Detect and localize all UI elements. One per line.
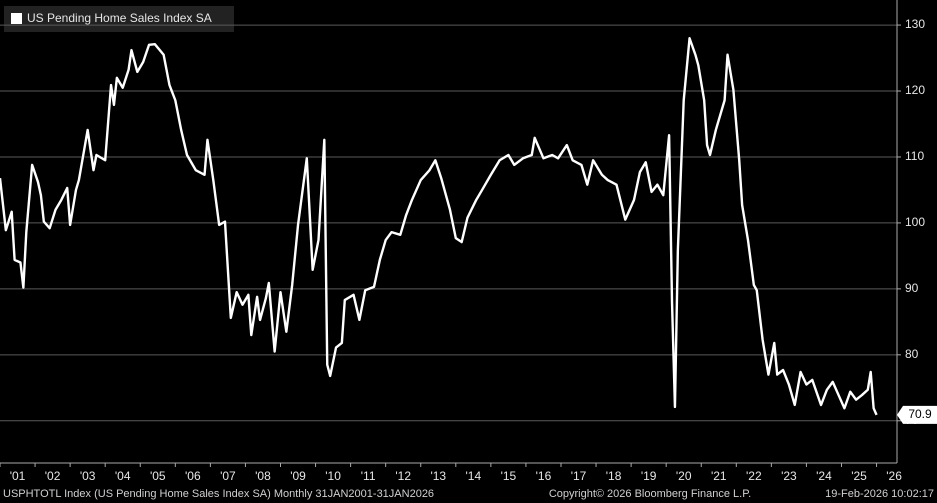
footer-timestamp: 19-Feb-2026 10:02:17 — [825, 488, 934, 500]
x-tick-label: '04 — [115, 469, 131, 483]
x-tick-label: '03 — [80, 469, 96, 483]
x-tick-label: '07 — [220, 469, 236, 483]
y-tick-label: 100 — [905, 215, 925, 229]
y-tick-label: 90 — [905, 281, 919, 295]
x-tick-label: '16 — [536, 469, 552, 483]
x-tick-label: '12 — [395, 469, 411, 483]
y-tick-label: 110 — [905, 149, 924, 163]
x-tick-label: '22 — [746, 469, 762, 483]
y-tick-label: 130 — [905, 17, 925, 31]
x-tick-label: '13 — [430, 469, 446, 483]
x-tick-label: '09 — [290, 469, 306, 483]
x-tick-label: '14 — [466, 469, 482, 483]
legend-box — [4, 6, 234, 32]
x-tick-label: '19 — [641, 469, 657, 483]
footer-left: USPHTOTL Index (US Pending Home Sales In… — [3, 488, 434, 500]
footer-copyright: Copyright© 2026 Bloomberg Finance L.P. — [549, 488, 751, 500]
x-tick-label: '11 — [361, 469, 376, 483]
x-tick-label: '18 — [606, 469, 622, 483]
y-tick-label: 80 — [905, 347, 919, 361]
x-tick-label: '26 — [886, 469, 902, 483]
x-tick-label: '21 — [711, 469, 727, 483]
x-tick-label: '15 — [501, 469, 517, 483]
x-tick-label: '01 — [10, 469, 26, 483]
x-tick-label: '06 — [185, 469, 201, 483]
last-value-pointer — [897, 405, 937, 424]
x-tick-label: '05 — [150, 469, 166, 483]
x-tick-label: '24 — [816, 469, 832, 483]
x-tick-label: '25 — [851, 469, 867, 483]
x-tick-label: '10 — [325, 469, 341, 483]
x-tick-label: '08 — [255, 469, 271, 483]
series-line — [0, 37, 878, 416]
legend-label: US Pending Home Sales Index SA — [27, 11, 212, 25]
x-tick-label: '20 — [676, 469, 692, 483]
x-tick-label: '02 — [45, 469, 61, 483]
x-tick-label: '17 — [571, 469, 587, 483]
y-tick-label: 120 — [905, 83, 925, 97]
x-tick-label: '23 — [781, 469, 797, 483]
legend-swatch — [11, 13, 22, 24]
last-value-label: 70.9 — [908, 407, 932, 421]
